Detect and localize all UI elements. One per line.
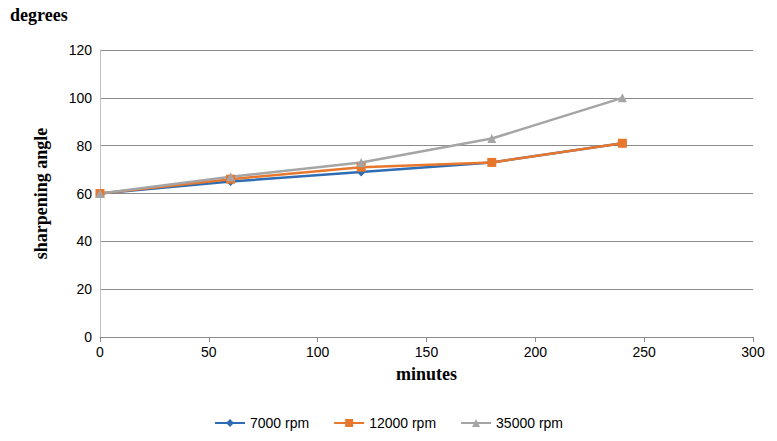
- svg-text:40: 40: [76, 233, 92, 249]
- svg-text:0: 0: [96, 344, 104, 360]
- svg-text:80: 80: [76, 138, 92, 154]
- svg-text:20: 20: [76, 281, 92, 297]
- svg-text:60: 60: [76, 186, 92, 202]
- svg-text:0: 0: [84, 329, 92, 345]
- svg-text:minutes: minutes: [396, 364, 457, 384]
- svg-text:100: 100: [306, 344, 330, 360]
- svg-text:150: 150: [415, 344, 439, 360]
- svg-text:250: 250: [632, 344, 656, 360]
- svg-text:12000 rpm: 12000 rpm: [369, 415, 436, 431]
- svg-text:7000 rpm: 7000 rpm: [250, 415, 309, 431]
- svg-text:120: 120: [69, 42, 93, 58]
- svg-text:sharpening angle: sharpening angle: [31, 128, 51, 260]
- svg-text:35000 rpm: 35000 rpm: [496, 415, 563, 431]
- svg-text:200: 200: [524, 344, 548, 360]
- svg-text:300: 300: [741, 344, 765, 360]
- svg-text:100: 100: [69, 90, 93, 106]
- svg-text:50: 50: [201, 344, 217, 360]
- svg-text:degrees: degrees: [10, 5, 68, 25]
